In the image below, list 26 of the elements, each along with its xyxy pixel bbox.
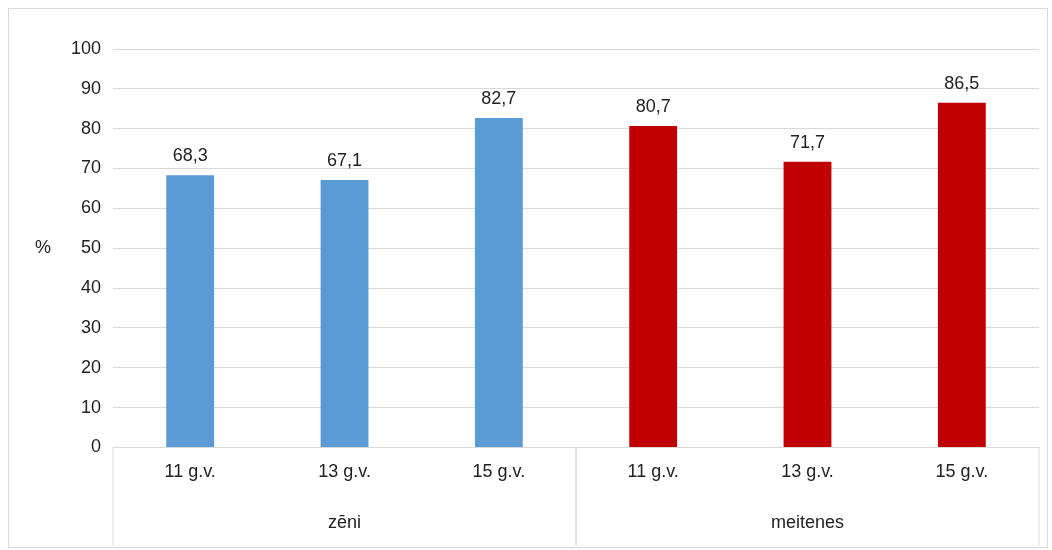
data-label: 80,7 — [635, 95, 671, 116]
y-tick-label: 0 — [91, 436, 102, 457]
data-label: 67,1 — [327, 150, 363, 171]
y-tick-label: 20 — [81, 356, 102, 377]
y-tick-label: 10 — [81, 396, 102, 417]
text: meitenes — [770, 511, 845, 532]
x-tick-label: 11 g.v. — [627, 461, 679, 482]
y-tick-label: 60 — [81, 197, 102, 218]
y-tick-label: 100 — [70, 37, 102, 58]
y-tick-label: 70 — [81, 157, 102, 178]
y-axis-title: % — [34, 237, 52, 258]
x-tick-label: 11 g.v. — [164, 461, 216, 482]
y-tick-label: 90 — [81, 77, 102, 98]
y-tick-label: 40 — [81, 277, 102, 298]
data-label: 71,7 — [789, 131, 826, 152]
x-tick-label: 13 g.v. — [781, 461, 834, 482]
y-tick-label: 80 — [81, 117, 102, 138]
x-tick-label: 15 g.v. — [935, 461, 989, 482]
y-tick-label: 50 — [81, 237, 102, 258]
data-label: 82,7 — [481, 87, 517, 108]
y-tick-label: 30 — [81, 316, 102, 337]
x-tick-label: 15 g.v. — [472, 461, 526, 482]
text: zēni — [328, 511, 362, 532]
data-label: 68,3 — [172, 145, 208, 166]
x-tick-label: 13 g.v. — [318, 461, 371, 482]
data-label: 86,5 — [944, 72, 980, 93]
